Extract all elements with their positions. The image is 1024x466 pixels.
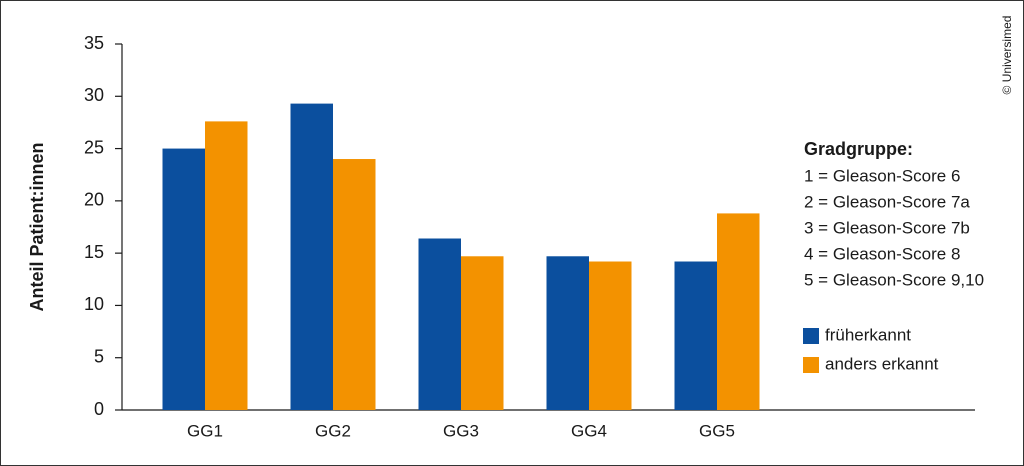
y-axis-label: Anteil Patient:innen (27, 142, 47, 311)
legend-note: 4 = Gleason-Score 8 (804, 244, 960, 263)
y-tick-label: 10 (84, 294, 104, 314)
x-tick-label: GG1 (187, 421, 223, 440)
y-tick-label: 25 (84, 137, 104, 157)
x-tick-label: GG4 (571, 421, 607, 440)
x-tick-label: GG5 (699, 421, 735, 440)
bar (205, 121, 248, 410)
bar (717, 213, 760, 410)
bar (333, 159, 376, 410)
legend-swatch (803, 357, 819, 373)
legend-swatch (803, 328, 819, 344)
legend-note: 3 = Gleason-Score 7b (804, 218, 970, 237)
y-tick-label: 20 (84, 190, 104, 210)
credit: © Universimed (1000, 16, 1014, 95)
y-tick-label: 30 (84, 85, 104, 105)
legend-title: Gradgruppe: (804, 139, 913, 159)
y-tick-label: 5 (94, 346, 104, 366)
bar (674, 261, 717, 410)
legend-note: 1 = Gleason-Score 6 (804, 166, 960, 185)
y-tick-label: 0 (94, 399, 104, 419)
bar (546, 256, 589, 410)
bar (589, 261, 632, 410)
legend-note: 2 = Gleason-Score 7a (804, 192, 970, 211)
legend-label: früherkannt (825, 325, 911, 344)
bar (290, 103, 333, 410)
legend-label: anders erkannt (825, 354, 939, 373)
legend-note: 5 = Gleason-Score 9,10 (804, 270, 984, 289)
bar (162, 148, 205, 411)
y-tick-label: 15 (84, 242, 104, 262)
x-tick-label: GG2 (315, 421, 351, 440)
x-tick-label: GG3 (443, 421, 479, 440)
bar (418, 238, 461, 410)
y-tick-label: 35 (84, 33, 104, 53)
bar (461, 256, 504, 410)
